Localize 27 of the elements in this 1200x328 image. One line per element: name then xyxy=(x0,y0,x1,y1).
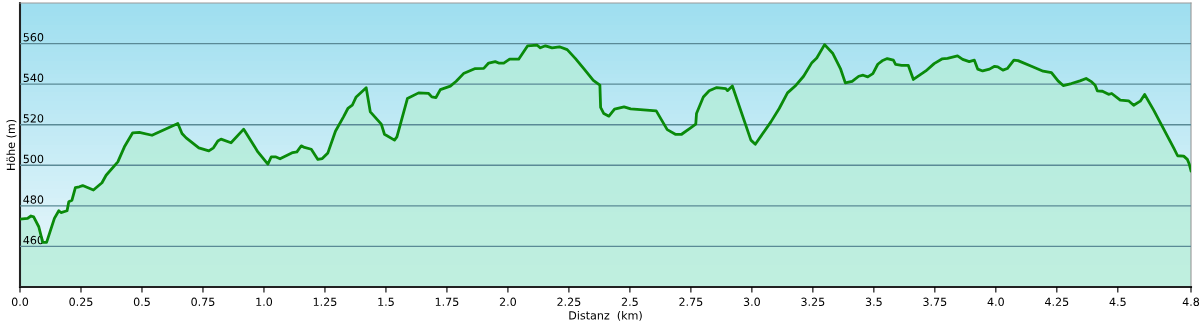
x-tick-label: 0.0 xyxy=(11,297,29,307)
y-tick-label: 540 xyxy=(23,73,44,82)
x-tick-label: 3.25 xyxy=(801,297,825,307)
x-tick-label: 3.0 xyxy=(743,297,760,307)
x-tick-label: 4.8 xyxy=(1182,297,1200,307)
x-tick-label: 1.0 xyxy=(256,297,273,307)
x-tick-label: 0.5 xyxy=(133,297,150,307)
y-tick-label: 480 xyxy=(23,195,44,204)
x-tick-label: 0.75 xyxy=(191,297,215,307)
x-tick-label: 1.75 xyxy=(435,297,459,307)
x-tick-label: 1.5 xyxy=(378,297,394,307)
y-axis-title: Höhe (m) xyxy=(6,119,17,170)
x-tick-label: 4.0 xyxy=(987,297,1004,307)
x-tick-label: 0.25 xyxy=(69,297,93,307)
x-tick-label: 4.25 xyxy=(1045,297,1069,307)
x-tick-label: 3.75 xyxy=(923,297,947,307)
x-tick-label: 2.5 xyxy=(621,297,638,307)
y-tick-label: 520 xyxy=(23,114,44,123)
x-tick-label: 3.5 xyxy=(865,297,882,307)
x-tick-label: 2.75 xyxy=(679,297,703,307)
x-axis-title: Distanz (km) xyxy=(569,310,642,321)
x-tick-label: 2.25 xyxy=(557,297,581,307)
x-tick-label: 2.0 xyxy=(499,297,517,307)
x-tick-label: 1.25 xyxy=(313,297,337,307)
y-tick-label: 560 xyxy=(23,33,44,42)
y-tick-label: 500 xyxy=(23,154,44,164)
x-tick-label: 4.5 xyxy=(1109,297,1126,307)
